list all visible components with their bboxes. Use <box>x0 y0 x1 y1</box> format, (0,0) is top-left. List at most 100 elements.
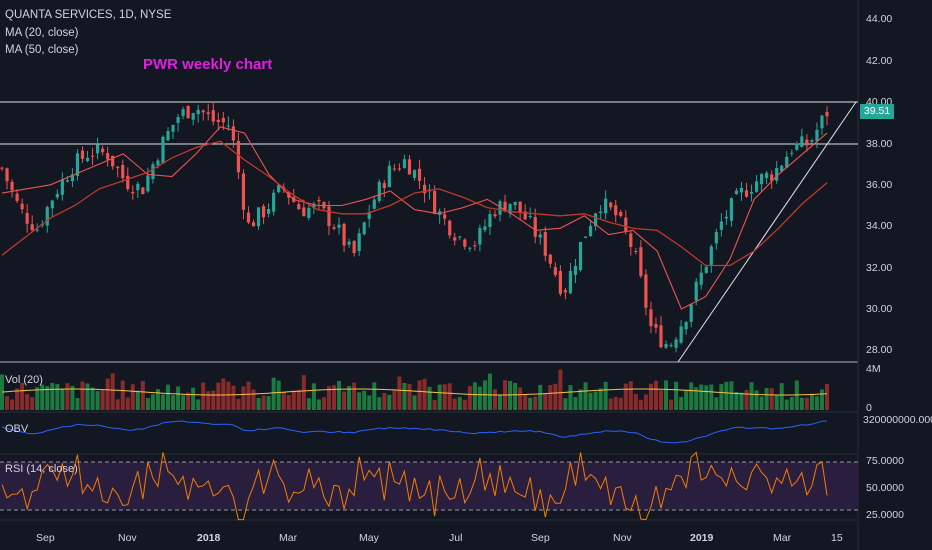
candle-body <box>790 152 794 154</box>
y-tick-44: 44.00 <box>866 13 893 25</box>
candle <box>70 168 75 188</box>
candle-body <box>20 203 24 210</box>
volume-bar <box>487 373 492 410</box>
volume-bar <box>100 390 105 410</box>
candle <box>815 122 819 149</box>
candle-body <box>337 224 341 228</box>
candle <box>770 170 774 190</box>
candle-body <box>191 113 195 120</box>
candle-body <box>734 190 739 195</box>
candle <box>558 265 562 297</box>
ma20-legend[interactable]: MA (20, close) <box>5 27 79 39</box>
candle-body <box>85 157 90 162</box>
volume-bar <box>140 380 145 410</box>
volume-bar <box>608 398 613 410</box>
candle <box>211 101 215 126</box>
vol-pane-label[interactable]: Vol (20) <box>5 374 43 386</box>
chart-annotation[interactable]: PWR weekly chart <box>143 56 273 73</box>
volume-bar <box>221 378 226 410</box>
candle-body <box>387 165 391 188</box>
candle <box>699 264 703 290</box>
volume-bar <box>397 376 402 410</box>
candle-body <box>397 168 402 170</box>
y-tick-28: 28.00 <box>866 344 893 356</box>
candle-body <box>604 198 608 214</box>
candle-body <box>116 166 120 169</box>
candle-body <box>332 227 336 229</box>
volume-bar <box>548 385 553 410</box>
candle-body <box>433 191 437 214</box>
candle-body <box>65 180 69 182</box>
volume-bar <box>301 375 306 410</box>
volume-bar <box>181 395 186 410</box>
volume-bar <box>573 397 578 410</box>
candle-body <box>70 174 75 182</box>
candle-body <box>815 129 819 142</box>
volume-bar <box>583 382 588 410</box>
y-tick-32: 32.00 <box>866 262 893 274</box>
trendline[interactable] <box>677 101 857 363</box>
obv-pane-label[interactable]: OBV <box>5 423 29 435</box>
candle-body <box>785 156 789 168</box>
candle <box>498 199 502 222</box>
volume-bar <box>105 378 110 410</box>
candle <box>654 317 658 334</box>
candle <box>664 340 668 350</box>
rsi-pane-label[interactable]: RSI (14, close) <box>5 463 78 475</box>
rsi-line <box>1 451 828 521</box>
volume-bar <box>115 399 120 410</box>
candle-body <box>664 344 668 348</box>
candle <box>518 201 522 221</box>
candle-body <box>176 117 180 123</box>
candle <box>624 210 628 235</box>
volume-bar <box>477 386 482 410</box>
volume-bar <box>201 382 206 410</box>
candle-body <box>372 199 376 209</box>
candle <box>795 141 799 152</box>
candle-body <box>352 241 356 254</box>
volume-bar <box>467 386 472 410</box>
candle <box>553 262 557 278</box>
volume-bar <box>578 389 583 410</box>
candle-body <box>367 211 371 219</box>
candle <box>488 209 492 236</box>
volume-bar <box>130 384 135 410</box>
volume-bar <box>754 390 759 410</box>
candle <box>216 112 220 131</box>
volume-bar <box>462 399 467 410</box>
volume-bar <box>266 396 271 410</box>
ma50-legend[interactable]: MA (50, close) <box>5 44 79 56</box>
candle <box>483 219 487 233</box>
volume-bar <box>452 398 457 410</box>
candle <box>402 154 407 169</box>
candle-body <box>458 236 462 238</box>
candle-body <box>765 172 769 179</box>
candle-body <box>50 200 54 209</box>
candle-body <box>709 246 713 266</box>
candle <box>473 240 477 251</box>
candle-body <box>508 203 512 214</box>
candle <box>90 147 95 166</box>
symbol-legend[interactable]: QUANTA SERVICES, 1D, NYSE <box>5 9 172 21</box>
volume-bar <box>407 383 412 410</box>
volume-bar <box>538 384 543 410</box>
volume-bar <box>412 395 417 410</box>
candle-body <box>780 165 784 172</box>
candle-body <box>5 168 9 182</box>
volume-bar <box>664 380 669 410</box>
candle-body <box>533 216 537 237</box>
volume-bar <box>518 387 523 410</box>
x-tick-sep-2: Sep <box>531 532 550 544</box>
candle-body <box>649 309 653 327</box>
candle-body <box>302 207 306 217</box>
volume-bar <box>719 384 724 410</box>
candle-body <box>770 174 774 181</box>
volume-bar <box>563 398 568 410</box>
candle-body <box>599 211 603 213</box>
candle <box>599 205 603 220</box>
volume-bar <box>171 395 176 410</box>
volume-bar <box>65 383 70 410</box>
candle-body <box>629 233 633 247</box>
candle-body <box>588 225 593 236</box>
